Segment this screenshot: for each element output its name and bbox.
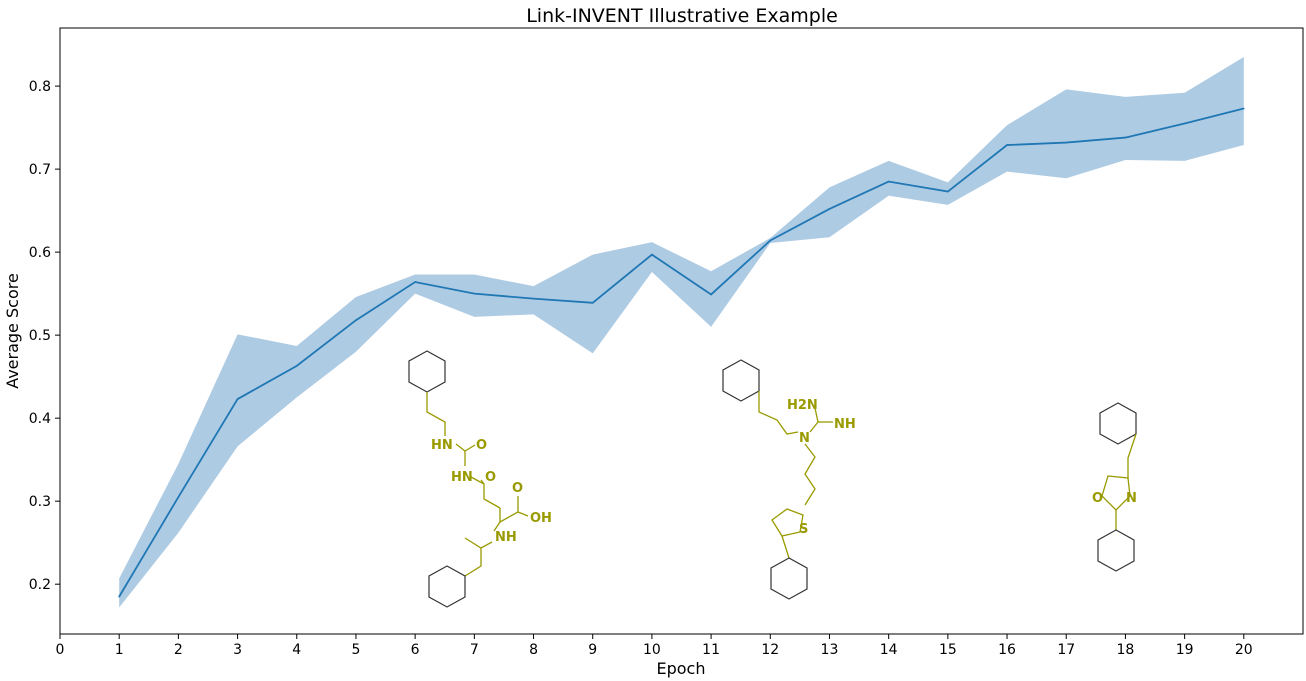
x-tick-label: 12 [761, 642, 779, 658]
data-point [1124, 136, 1127, 139]
data-point [532, 297, 535, 300]
x-tick-label: 0 [56, 642, 65, 658]
x-tick-label: 9 [588, 642, 597, 658]
molecule-1-atom-o-1: O [476, 438, 487, 453]
data-point [295, 365, 298, 367]
x-tick-label: 2 [174, 642, 183, 658]
molecule-structure-2: H2N N NH S [722, 359, 856, 600]
molecule-2-bond [781, 535, 790, 559]
x-tick-label: 1 [115, 642, 124, 658]
y-axis: 0.2 0.3 0.4 0.5 0.6 0.7 0.8 [29, 79, 60, 593]
x-tick-label: 15 [939, 642, 957, 658]
molecule-1-acid-oh-bond [517, 511, 529, 517]
molecule-1-chain [426, 392, 446, 436]
data-point [887, 180, 890, 183]
chart-title: Link-INVENT Illustrative Example [526, 5, 838, 27]
molecule-3-oxazole-ring [1101, 475, 1131, 511]
molecule-2-thiophene-ring [771, 508, 804, 537]
molecule-1-carbonyl-bond [480, 479, 485, 485]
plot-area-frame [59, 27, 1304, 635]
molecule-2-chain-lower [804, 443, 816, 506]
data-point [710, 293, 712, 296]
data-point [591, 301, 594, 304]
data-point [1183, 122, 1186, 125]
data-point [473, 292, 476, 295]
molecule-1-phenyl-ring-bottom [428, 565, 466, 608]
confidence-band [119, 57, 1244, 608]
data-point [947, 190, 949, 193]
x-tick-label: 5 [351, 642, 360, 658]
data-point [769, 239, 772, 242]
x-tick-label: 10 [643, 642, 661, 658]
molecule-2-atom-n: N [799, 431, 810, 446]
y-axis-title: Average Score [3, 273, 22, 389]
molecule-2-chain [758, 391, 799, 435]
molecule-3-atom-o: O [1092, 491, 1103, 506]
data-point [828, 208, 831, 210]
molecule-1-atom-nh: NH [495, 530, 517, 545]
y-tick-label: 0.4 [29, 411, 51, 427]
molecule-2-atom-s: S [799, 522, 808, 537]
data-point [177, 496, 180, 498]
molecule-structure-3: O N [1092, 402, 1137, 572]
molecule-3-bond [1127, 433, 1137, 478]
series-line [118, 107, 1245, 598]
y-tick-label: 0.8 [29, 79, 51, 95]
molecule-1-chain-lower [464, 537, 493, 549]
y-tick-label: 0.7 [29, 162, 51, 178]
x-tick-label: 3 [233, 642, 242, 658]
x-tick-label: 4 [292, 642, 301, 658]
x-tick-label: 14 [880, 642, 898, 658]
molecule-2-atom-h2n: H2N [787, 398, 818, 413]
x-tick-label: 16 [998, 642, 1016, 658]
x-tick-label: 17 [1057, 642, 1075, 658]
data-point [1065, 141, 1068, 144]
molecule-2-phenyl-ring-bottom [770, 557, 808, 600]
molecule-2-bond [809, 421, 819, 433]
y-tick-label: 0.3 [29, 494, 51, 510]
molecule-1-acid-bond [499, 496, 519, 524]
molecule-structure-1: HN O HN O O OH NH [408, 350, 552, 608]
molecule-1-bond [493, 521, 501, 532]
molecule-1-amide-bond [470, 476, 501, 509]
molecule-1-phenyl-ring-top [408, 350, 446, 393]
data-point [355, 319, 357, 322]
series-line-layer [118, 107, 1245, 598]
x-tick-label: 11 [702, 642, 720, 658]
molecule-1-chain-lower-2 [464, 548, 482, 577]
molecule-1-atom-o-3: O [512, 481, 523, 496]
confidence-band-area [119, 57, 1244, 608]
x-tick-label: 7 [470, 642, 479, 658]
molecule-1-atom-hn-1: HN [431, 438, 453, 453]
x-tick-label: 19 [1176, 642, 1194, 658]
molecule-2-phenyl-ring-top [722, 359, 760, 402]
x-tick-label: 20 [1235, 642, 1253, 658]
y-tick-label: 0.2 [29, 577, 51, 593]
molecule-1-urea-bond [455, 443, 476, 452]
x-tick-label: 6 [411, 642, 420, 658]
molecule-2-atom-nh: NH [834, 417, 856, 432]
data-point [1006, 144, 1008, 146]
molecule-3-phenyl-ring-bottom [1097, 529, 1135, 572]
y-tick-label: 0.6 [29, 245, 51, 261]
molecule-3-atom-n: N [1126, 491, 1137, 506]
y-tick-label: 0.5 [29, 328, 51, 344]
x-tick-label: 8 [529, 642, 538, 658]
molecule-1-atom-oh: OH [530, 511, 552, 526]
molecule-2-bond [814, 407, 819, 423]
data-point [118, 595, 120, 598]
data-point [236, 398, 239, 400]
data-point [414, 281, 416, 283]
molecule-1-atom-o-2: O [485, 470, 496, 485]
x-axis: 0 1 2 3 4 5 6 7 8 9 10 11 12 13 14 15 16 17 18 19 20 [56, 634, 1253, 658]
molecule-1-atom-hn-2: HN [451, 470, 473, 485]
x-axis-title: Epoch [657, 659, 706, 678]
x-tick-label: 13 [821, 642, 839, 658]
x-tick-label: 18 [1117, 642, 1135, 658]
data-point [1243, 107, 1245, 110]
molecule-3-phenyl-ring-top [1099, 402, 1137, 445]
data-point [651, 253, 653, 256]
